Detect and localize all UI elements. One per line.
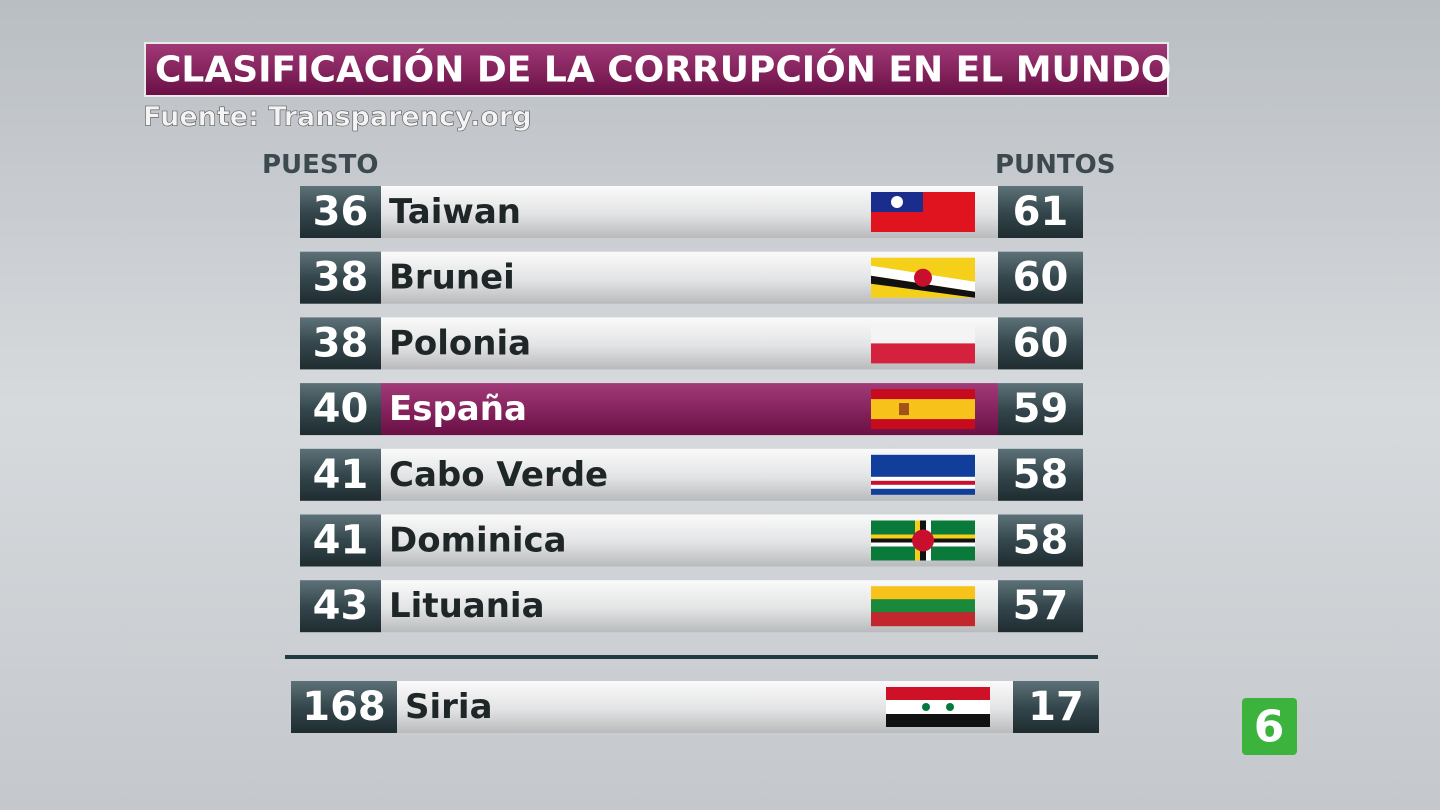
points: 60	[1013, 320, 1069, 366]
rank-box	[300, 317, 381, 370]
points-box	[998, 580, 1083, 633]
country: Cabo Verde	[389, 455, 608, 495]
flag	[871, 192, 975, 232]
points-box	[998, 514, 1083, 567]
table: 36 Taiwan 61 38 Brunei 60 38 Polonia 60 40 España 5…	[291, 186, 1099, 733]
rank: 168	[302, 684, 386, 730]
rank: 36	[313, 189, 369, 235]
flag	[871, 520, 975, 561]
points: 61	[1013, 189, 1069, 235]
column-header: PUNTOS	[995, 150, 1116, 180]
rank-box	[300, 383, 381, 436]
rank: 38	[313, 320, 369, 366]
flag	[871, 323, 975, 364]
rank-box	[300, 448, 381, 501]
points: 57	[1013, 583, 1069, 629]
logo: 6	[1254, 702, 1285, 753]
points-box	[998, 448, 1083, 501]
points: 59	[1013, 386, 1069, 432]
points: 58	[1013, 452, 1069, 498]
rank-box	[300, 514, 381, 567]
title: CLASIFICACIÓN DE LA CORRUPCIÓN EN EL MUN…	[155, 49, 1171, 91]
points-box	[998, 186, 1083, 238]
rank: 41	[313, 452, 369, 498]
points-box	[998, 251, 1083, 304]
points: 17	[1028, 684, 1084, 730]
flag	[886, 687, 990, 727]
country: España	[389, 389, 527, 429]
rank: 41	[313, 518, 369, 564]
flag	[871, 389, 975, 430]
title-bar	[144, 42, 1169, 97]
rank-box	[300, 186, 381, 238]
points-box	[1013, 681, 1099, 733]
country: Lituania	[389, 586, 545, 626]
points-box	[998, 317, 1083, 370]
country: Polonia	[389, 323, 531, 363]
rank-box	[300, 251, 381, 304]
points-box	[998, 383, 1083, 436]
flag	[871, 586, 975, 627]
rank: 38	[313, 255, 369, 301]
flag	[871, 257, 975, 298]
logo-box	[1242, 698, 1297, 755]
flag	[871, 454, 975, 495]
country: Taiwan	[389, 192, 521, 232]
country: Brunei	[389, 258, 515, 298]
country: Dominica	[389, 521, 567, 561]
rank-box	[300, 580, 381, 633]
column-header: PUESTO	[262, 150, 379, 180]
rank-box	[291, 681, 397, 733]
points: 58	[1013, 518, 1069, 564]
source: Fuente: Transparency.org	[143, 102, 532, 133]
points: 60	[1013, 255, 1069, 301]
country: Siria	[405, 687, 493, 727]
rank: 43	[313, 583, 369, 629]
rank: 40	[313, 386, 369, 432]
